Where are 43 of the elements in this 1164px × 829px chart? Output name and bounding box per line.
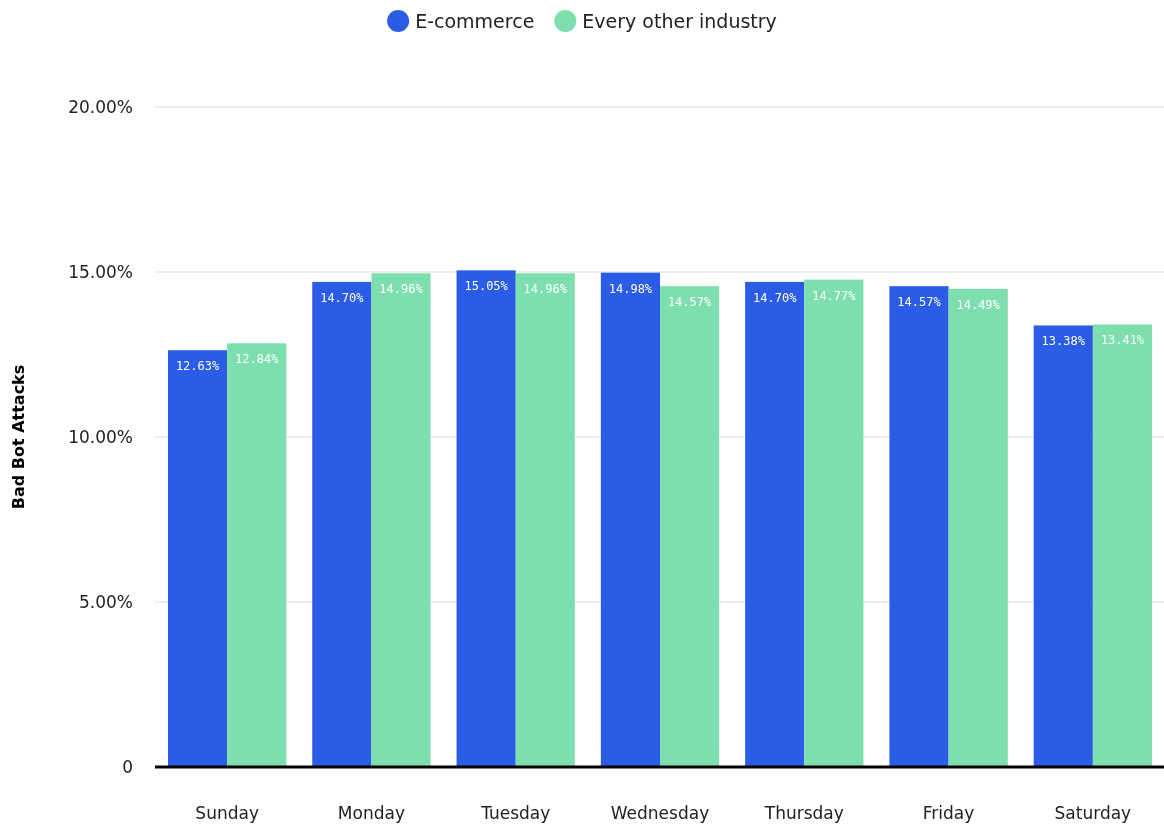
data-label: 14.70%	[320, 290, 365, 305]
data-label: 14.96%	[379, 282, 424, 297]
bar	[1033, 325, 1093, 767]
data-label: 14.77%	[812, 288, 857, 303]
bar	[804, 279, 864, 767]
bar	[456, 270, 516, 767]
x-tick-label: Wednesday	[610, 803, 710, 824]
bar	[167, 350, 228, 767]
y-tick-label: 20.00%	[68, 96, 133, 117]
legend-label: Every other industry	[582, 10, 777, 32]
data-label: 15.05%	[464, 279, 509, 294]
bar	[889, 286, 949, 767]
bar	[1092, 324, 1153, 767]
bar	[515, 273, 575, 767]
x-tick-label: Sunday	[195, 803, 259, 824]
data-label: 13.38%	[1041, 334, 1086, 349]
data-label: 14.98%	[608, 281, 653, 296]
data-label: 13.41%	[1100, 333, 1145, 348]
x-tick-label: Tuesday	[480, 803, 551, 824]
bar	[227, 343, 287, 767]
bar	[660, 286, 720, 767]
y-tick-label: 0	[122, 756, 133, 777]
legend-label: E-commerce	[415, 10, 535, 32]
x-tick-label: Saturday	[1054, 803, 1132, 824]
data-label: 14.96%	[523, 282, 568, 297]
data-label: 12.84%	[235, 352, 280, 367]
bar	[745, 281, 805, 767]
y-tick-label: 10.00%	[68, 426, 133, 447]
x-tick-label: Thursday	[763, 803, 844, 824]
y-axis-title: Bad Bot Attacks	[9, 364, 28, 510]
data-label: 12.63%	[175, 359, 221, 374]
bar	[948, 288, 1008, 767]
y-tick-label: 15.00%	[68, 261, 133, 282]
bar	[371, 273, 431, 767]
y-tick-label: 5.00%	[78, 591, 133, 612]
x-tick-label: Monday	[337, 803, 405, 824]
bar	[312, 281, 372, 767]
x-tick-label: Friday	[922, 803, 975, 824]
data-label: 14.49%	[956, 297, 1001, 312]
data-label: 14.70%	[753, 290, 798, 305]
data-label: 14.57%	[667, 295, 713, 310]
data-label: 14.57%	[897, 295, 942, 310]
bar	[600, 272, 660, 767]
